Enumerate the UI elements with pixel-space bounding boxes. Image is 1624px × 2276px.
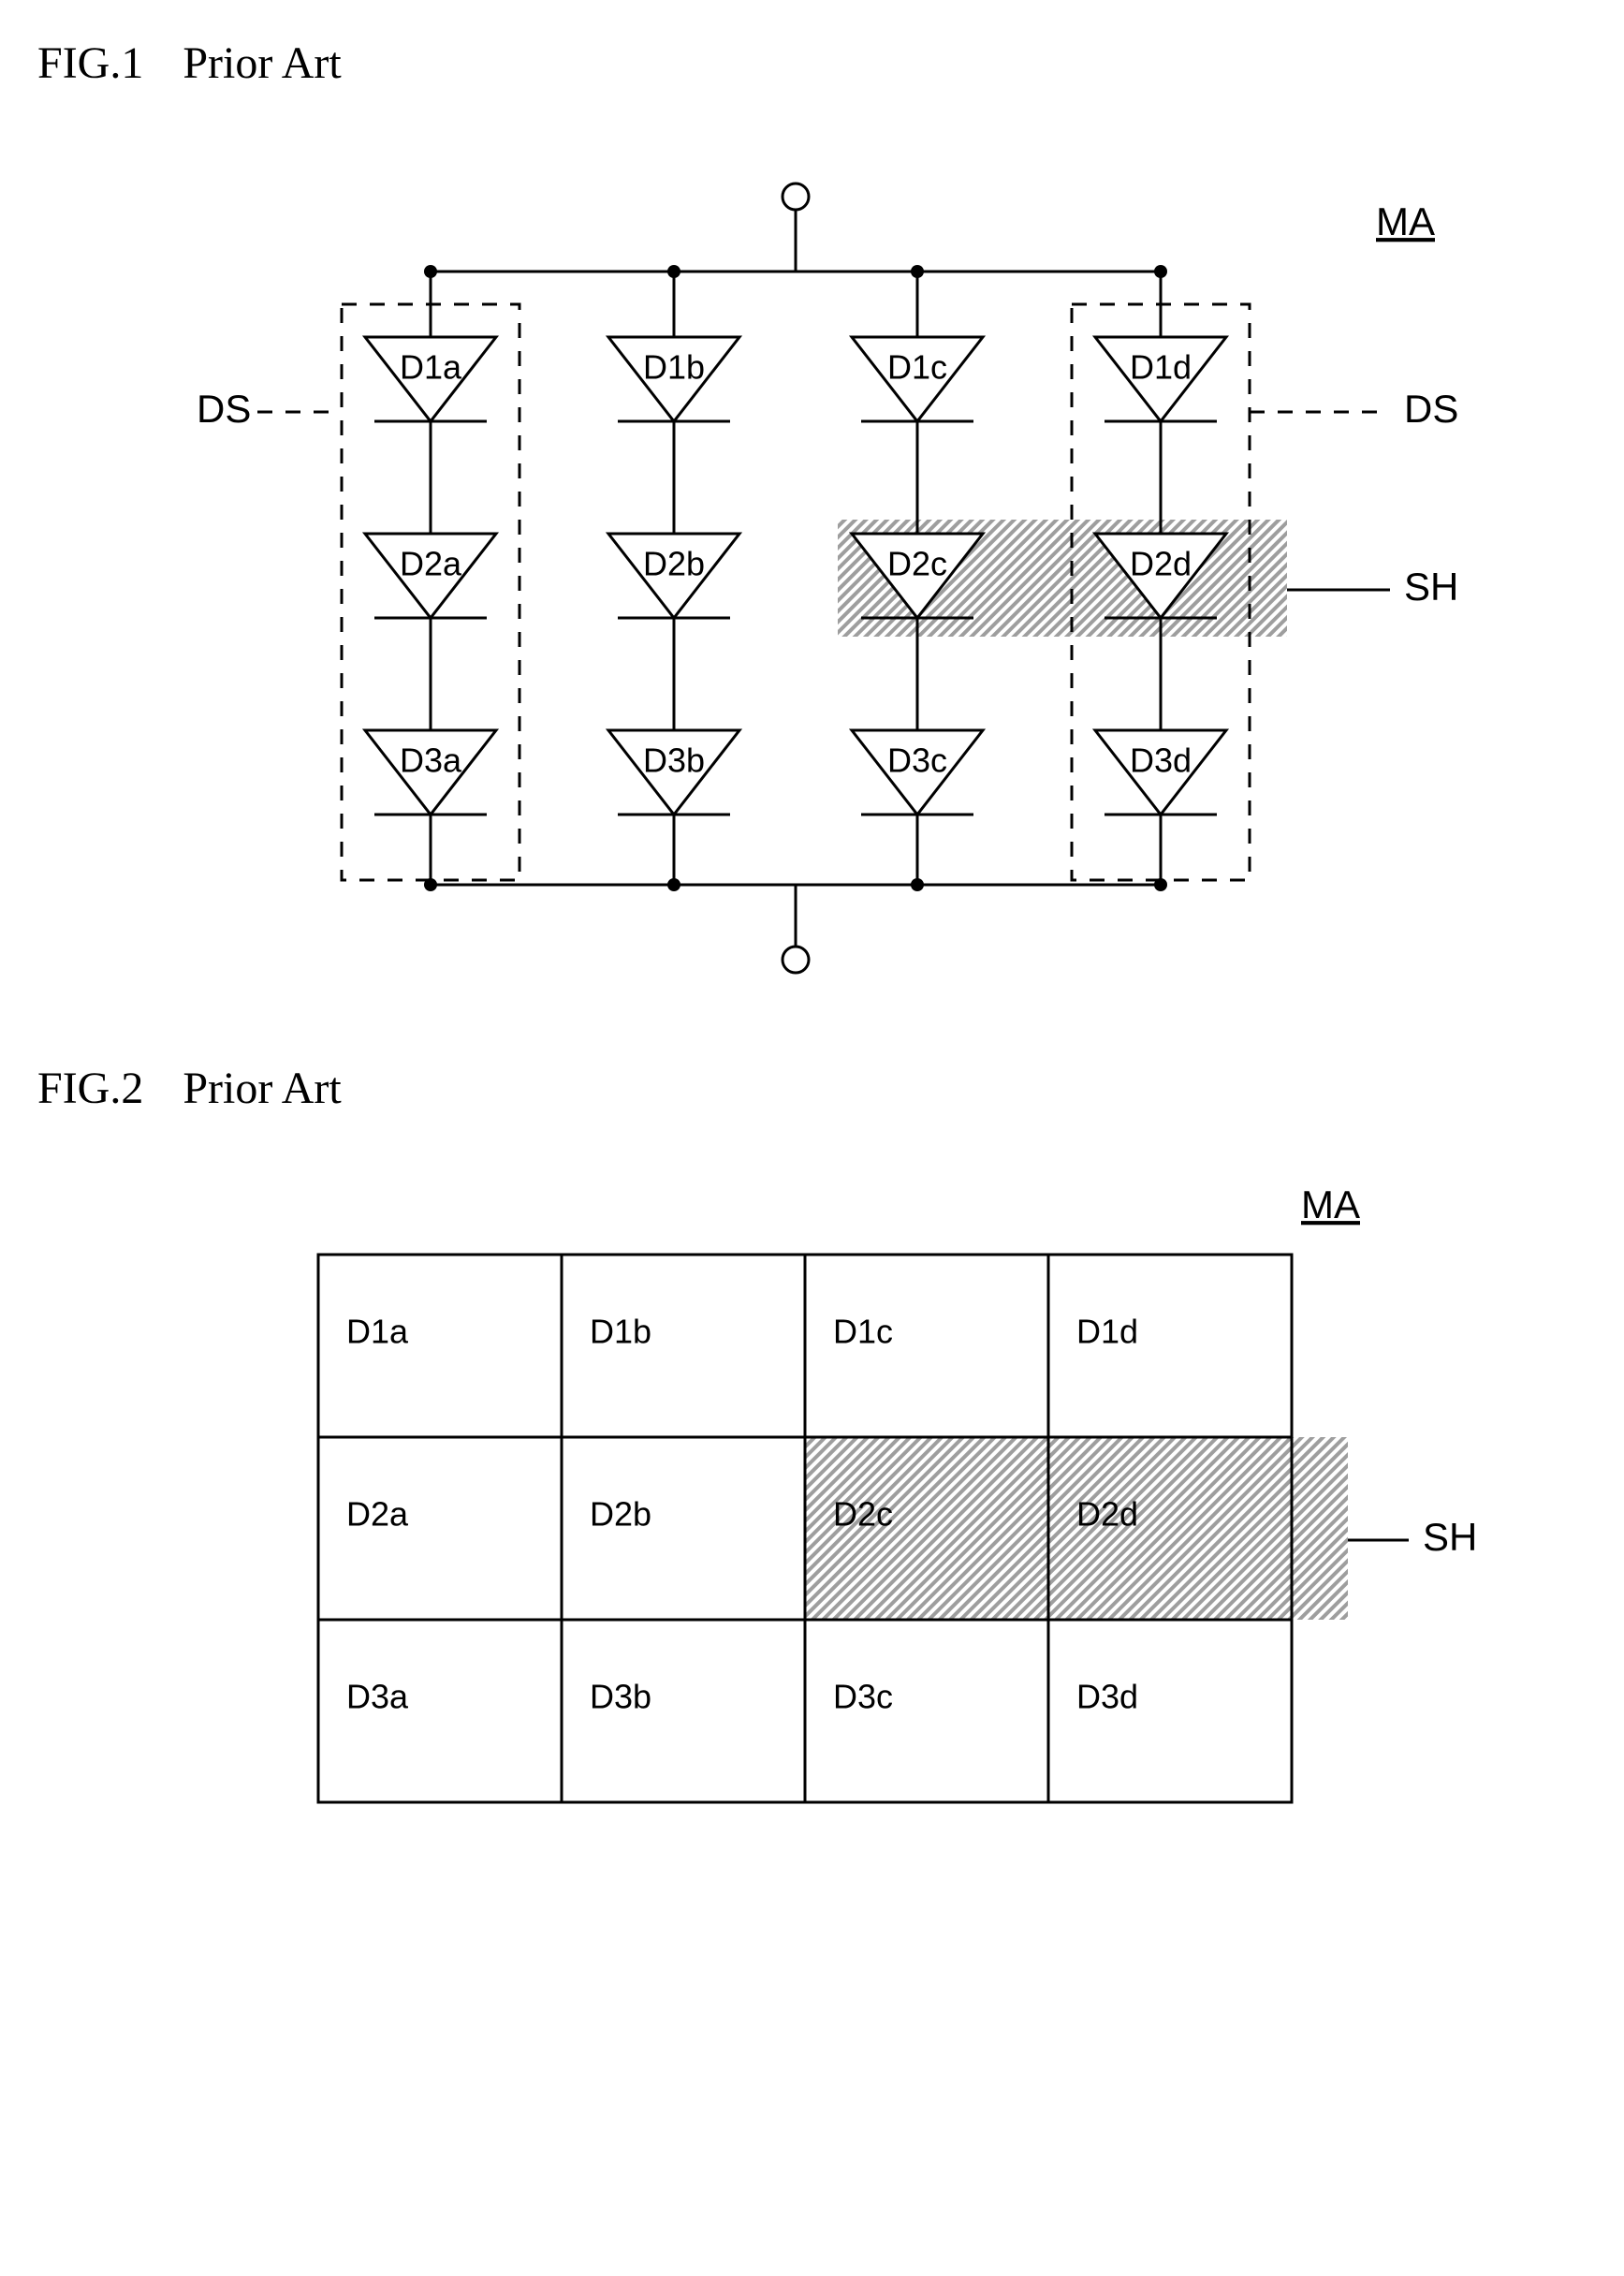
svg-text:D1d: D1d <box>1130 348 1192 387</box>
svg-text:MA: MA <box>1376 199 1435 243</box>
svg-text:D3c: D3c <box>833 1678 893 1716</box>
svg-text:MA: MA <box>1301 1182 1360 1226</box>
svg-text:D3b: D3b <box>643 742 705 780</box>
svg-text:D3d: D3d <box>1076 1678 1138 1716</box>
fig2-header: FIG.2 Prior Art <box>37 1063 1587 1114</box>
fig1-number: FIG.1 <box>37 38 143 88</box>
svg-text:D2b: D2b <box>643 545 705 583</box>
fig1-subtitle: Prior Art <box>183 38 341 88</box>
svg-text:D3d: D3d <box>1130 742 1192 780</box>
svg-text:D2d: D2d <box>1130 545 1192 583</box>
svg-text:D1b: D1b <box>590 1313 651 1351</box>
svg-text:D2c: D2c <box>833 1495 893 1534</box>
svg-text:D1c: D1c <box>887 348 947 387</box>
svg-text:D3a: D3a <box>346 1678 409 1716</box>
page: FIG.1 Prior Art D1a D2a D3a D1b D2b D3b D1c D2c… <box>37 37 1587 1872</box>
svg-text:DS: DS <box>1404 387 1458 431</box>
svg-text:SH: SH <box>1404 565 1458 609</box>
svg-text:D2a: D2a <box>346 1495 409 1534</box>
svg-text:SH: SH <box>1423 1515 1477 1559</box>
fig2-diagram: D1a D1b D1c D1d D2a D2b D2c D2d D3a D3b D3c D3d SH MA <box>37 1142 1587 1872</box>
svg-text:D1d: D1d <box>1076 1313 1138 1351</box>
svg-text:D3c: D3c <box>887 742 947 780</box>
svg-text:D1a: D1a <box>346 1313 409 1351</box>
svg-text:DS: DS <box>197 387 251 431</box>
fig1-header: FIG.1 Prior Art <box>37 37 1587 89</box>
svg-text:D3a: D3a <box>400 742 462 780</box>
svg-text:D1c: D1c <box>833 1313 893 1351</box>
svg-text:D3b: D3b <box>590 1678 651 1716</box>
svg-text:D1b: D1b <box>643 348 705 387</box>
svg-text:D2d: D2d <box>1076 1495 1138 1534</box>
svg-text:D2c: D2c <box>887 545 947 583</box>
fig2-subtitle: Prior Art <box>183 1064 341 1113</box>
svg-text:D1a: D1a <box>400 348 462 387</box>
fig2-number: FIG.2 <box>37 1064 143 1113</box>
fig1-diagram: D1a D2a D3a D1b D2b D3b D1c D2c D3c D1d D2d D3d DS DS… <box>37 117 1587 988</box>
svg-text:D2b: D2b <box>590 1495 651 1534</box>
svg-text:D2a: D2a <box>400 545 462 583</box>
